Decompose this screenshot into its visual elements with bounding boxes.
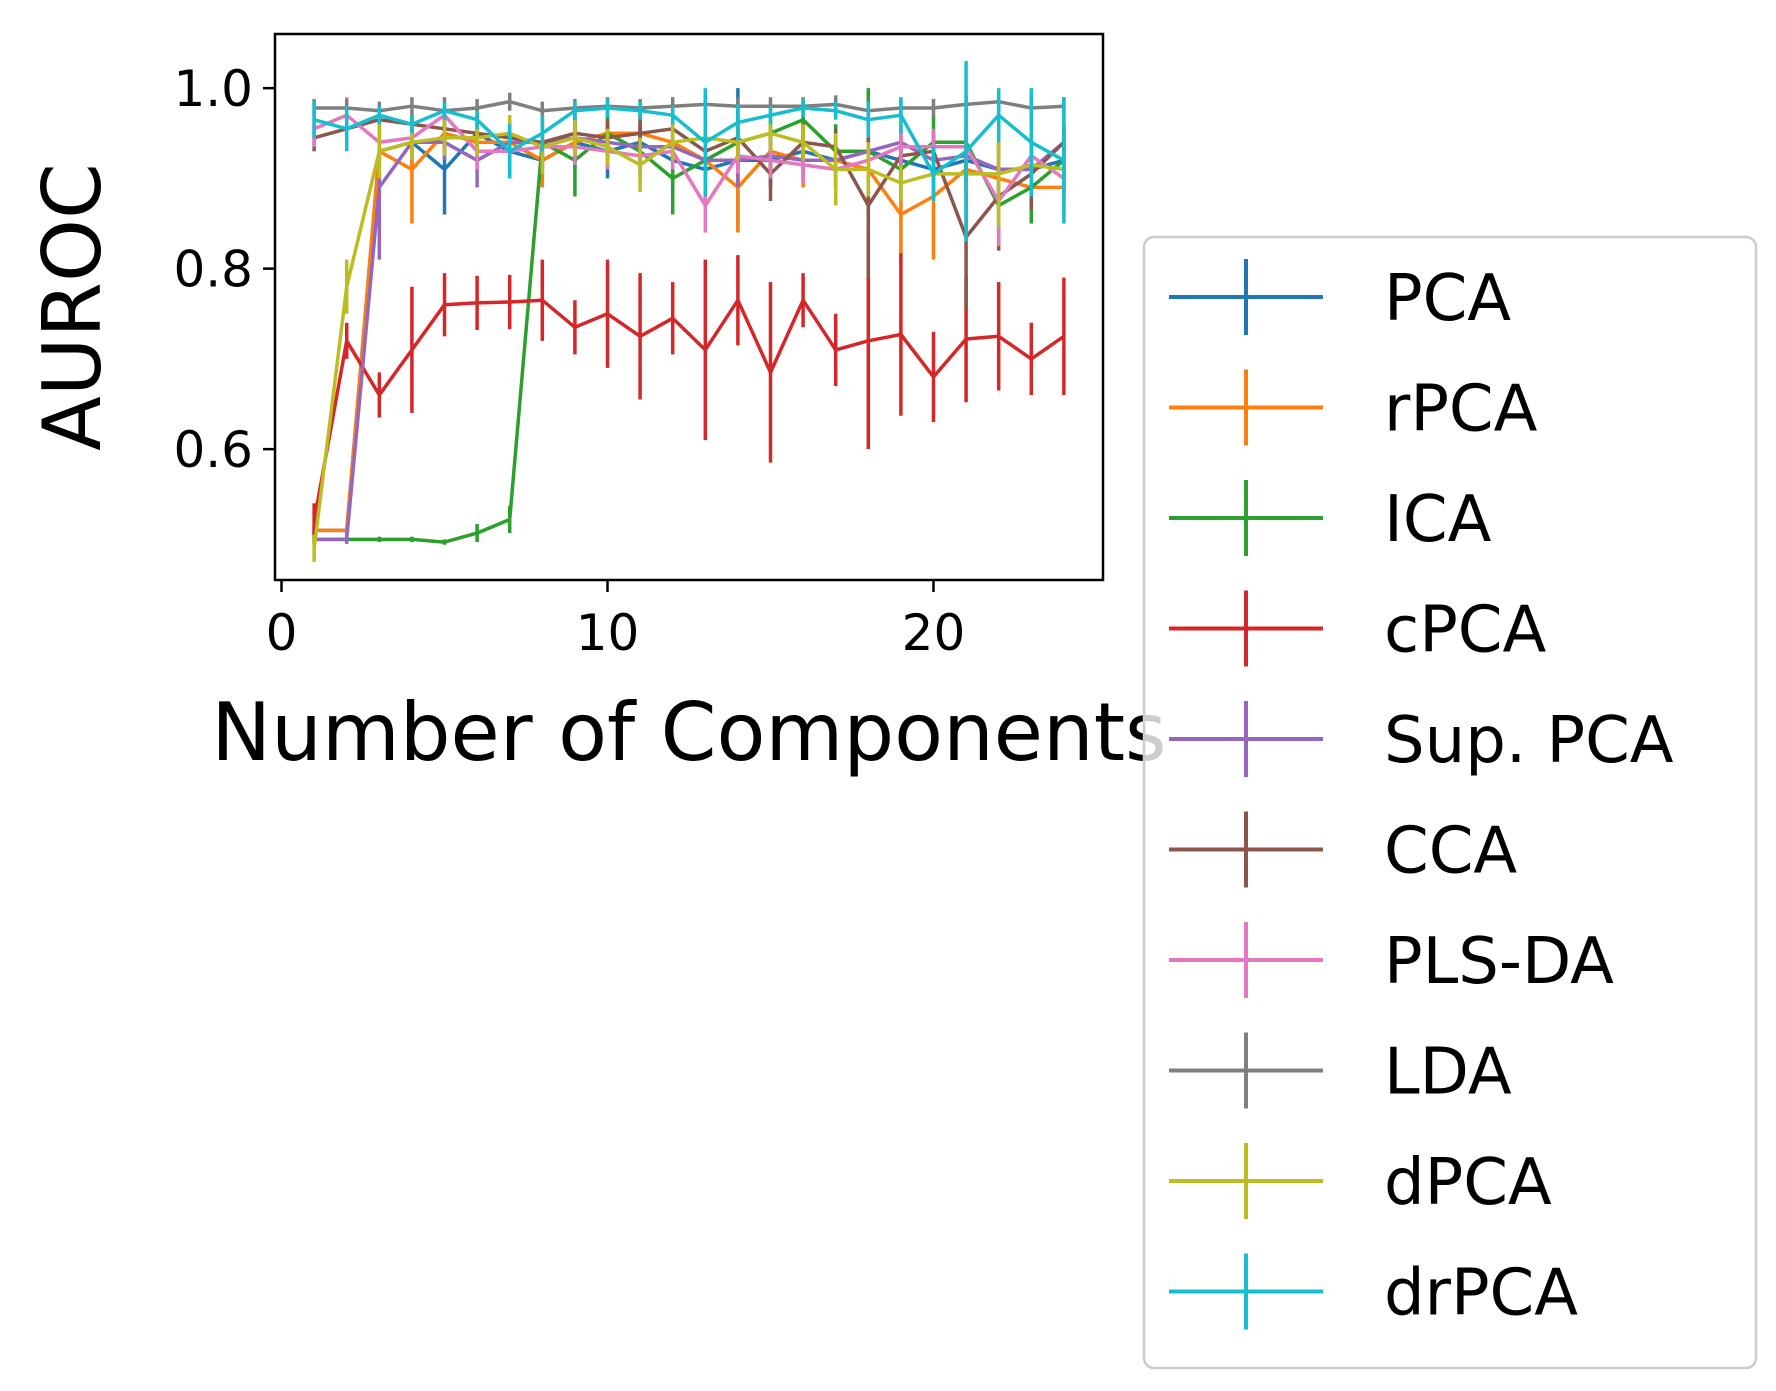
legend-item: cPCA — [1169, 590, 1546, 668]
series-line — [314, 117, 1066, 544]
legend-item: LDA — [1169, 1032, 1512, 1110]
y-tick-label: 0.6 — [173, 421, 253, 479]
series-line — [313, 106, 1065, 176]
legend-label: rPCA — [1384, 373, 1538, 447]
legend-item: dPCA — [1169, 1143, 1552, 1220]
legend-label: LDA — [1384, 1036, 1512, 1110]
legend-label: PCA — [1384, 262, 1511, 336]
legend-item: PLS-DA — [1169, 922, 1614, 999]
series-drpca — [312, 61, 1066, 242]
legend-label: cPCA — [1384, 594, 1546, 668]
y-axis: 0.6 0.8 1.0 — [173, 60, 275, 479]
legend-label: dPCA — [1384, 1146, 1552, 1220]
x-tick-label: 20 — [902, 604, 966, 662]
legend-item: CCA — [1169, 811, 1517, 889]
series-line — [312, 131, 1065, 549]
y-tick-label: 1.0 — [173, 60, 253, 118]
legend: PCA rPCA ICA cPCA Sup. PCA CCA PLS-DA LDA dPCA dr… — [1142, 235, 1758, 1370]
legend-label: drPCA — [1384, 1257, 1578, 1331]
legend-item: rPCA — [1169, 369, 1538, 447]
legend-item: ICA — [1169, 480, 1492, 557]
axes-frame — [273, 32, 1105, 582]
legend-item: drPCA — [1169, 1253, 1578, 1331]
legend-label: PLS-DA — [1384, 925, 1614, 999]
series-line — [314, 99, 1064, 113]
x-tick-label: 0 — [266, 604, 298, 662]
series-line — [313, 113, 1065, 208]
legend-label: ICA — [1384, 483, 1492, 557]
series-line — [314, 136, 1066, 542]
legend-label: CCA — [1384, 815, 1517, 889]
y-axis-title: AUROC — [26, 163, 119, 451]
legend-label: Sup. PCA — [1384, 704, 1674, 778]
y-tick-label: 0.8 — [173, 241, 253, 299]
x-axis: 0 10 20 — [266, 580, 966, 662]
plot-area — [312, 61, 1066, 562]
series-line — [312, 298, 1065, 522]
legend-item: Sup. PCA — [1169, 701, 1674, 778]
x-axis-title: Number of Components — [211, 686, 1166, 779]
x-tick-label: 10 — [576, 604, 640, 662]
legend-item: PCA — [1169, 259, 1511, 336]
series-cpca — [312, 232, 1066, 540]
